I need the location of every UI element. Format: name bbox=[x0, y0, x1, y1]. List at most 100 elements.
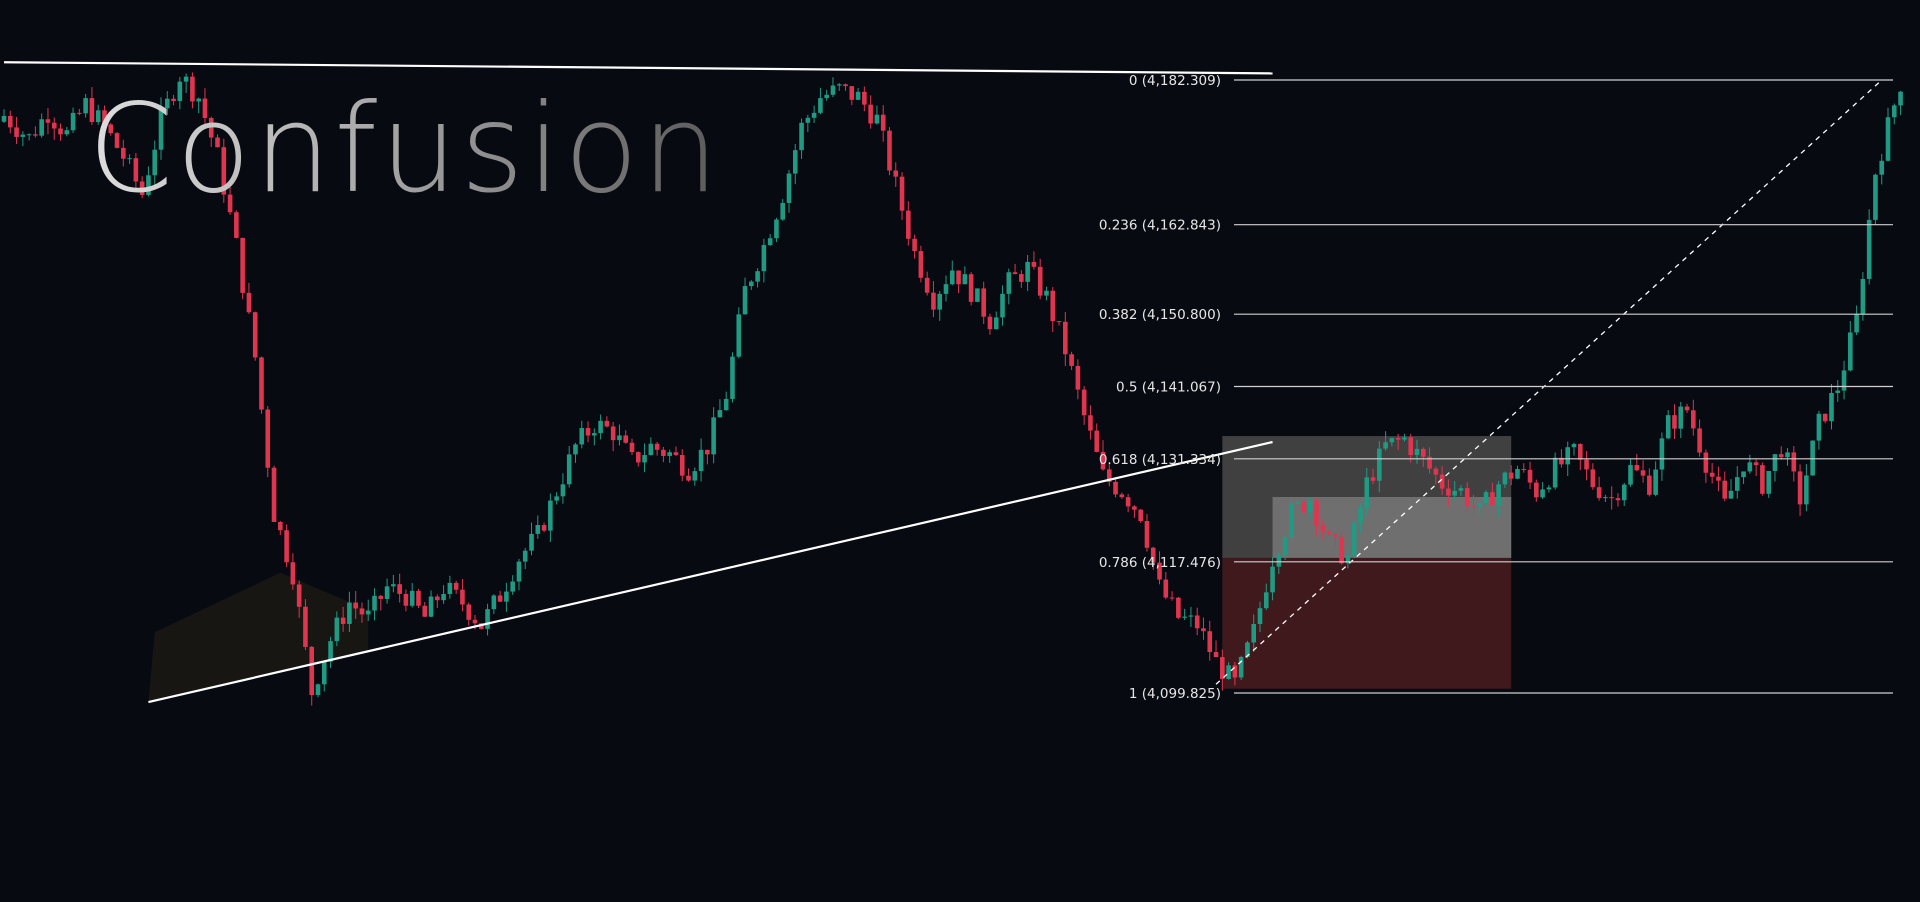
fibonacci-retracement: 0 (4,182.309) 0.236 (4,162.843) 0.382 (4,1… bbox=[1099, 73, 1893, 702]
candle-body bbox=[843, 84, 848, 87]
candle-body bbox=[1188, 615, 1194, 617]
candle-body bbox=[1810, 440, 1815, 476]
candle-body bbox=[554, 496, 559, 501]
candle-body bbox=[880, 114, 886, 131]
candle-body bbox=[1791, 452, 1797, 472]
candle-body bbox=[604, 420, 610, 427]
candle-body bbox=[1282, 537, 1288, 555]
candle-body bbox=[121, 147, 126, 159]
candle-body bbox=[51, 122, 57, 129]
candle-body bbox=[89, 98, 95, 123]
candle-body bbox=[271, 467, 277, 522]
candle-body bbox=[284, 530, 289, 563]
candle-body bbox=[849, 86, 855, 100]
candle-body bbox=[874, 114, 880, 124]
candle-body bbox=[1000, 293, 1005, 318]
candle-body bbox=[1684, 406, 1690, 411]
candle-body bbox=[937, 293, 943, 310]
candle-body bbox=[1276, 554, 1282, 567]
candle-body bbox=[504, 591, 509, 602]
candle-body bbox=[1891, 105, 1897, 118]
candle-body bbox=[347, 602, 352, 624]
candle-body bbox=[723, 398, 729, 411]
candle-body bbox=[1207, 631, 1213, 653]
candle-body bbox=[906, 210, 911, 239]
candle-body bbox=[1678, 406, 1684, 429]
candle-body bbox=[805, 117, 811, 123]
candle-body bbox=[1822, 413, 1828, 422]
candle-body bbox=[968, 274, 974, 302]
candle-body bbox=[1609, 497, 1614, 499]
candle-body bbox=[1527, 469, 1533, 483]
candle-body bbox=[196, 98, 201, 102]
candle-body bbox=[862, 91, 867, 105]
candle-body bbox=[20, 134, 26, 137]
candle-body bbox=[1320, 525, 1326, 532]
candle-body bbox=[742, 286, 748, 315]
candle-body bbox=[466, 604, 472, 620]
candle-body bbox=[1169, 597, 1175, 599]
trendline-resistance bbox=[3, 61, 1273, 75]
candle-body bbox=[158, 108, 164, 150]
candle-body bbox=[1377, 448, 1382, 481]
candle-body bbox=[1640, 470, 1646, 476]
candle-body bbox=[1584, 459, 1589, 470]
candle-body bbox=[1540, 489, 1545, 498]
candle-body bbox=[114, 133, 120, 148]
candle-body bbox=[1697, 428, 1702, 453]
candle-body bbox=[1703, 452, 1709, 473]
candle-body bbox=[1345, 556, 1351, 564]
candle-body bbox=[497, 595, 503, 602]
candle-body bbox=[1075, 365, 1081, 390]
candle-body bbox=[736, 314, 742, 357]
candle-body bbox=[1816, 413, 1822, 441]
candle-body bbox=[1741, 471, 1746, 478]
candle-body bbox=[717, 410, 723, 418]
candle-body bbox=[1483, 492, 1489, 504]
candle-body bbox=[1012, 272, 1018, 275]
candle-body bbox=[1201, 628, 1206, 632]
fib-label-0-5: 0.5 (4,141.067) bbox=[1116, 380, 1221, 396]
candle-body bbox=[1866, 219, 1872, 279]
candle-body bbox=[1220, 657, 1225, 680]
candle-body bbox=[246, 292, 252, 313]
candle-body bbox=[1577, 443, 1583, 460]
candle-body bbox=[705, 449, 710, 455]
candle-body bbox=[453, 582, 459, 590]
candle-body bbox=[767, 238, 773, 246]
candle-body bbox=[1477, 503, 1483, 507]
candle-body bbox=[579, 428, 585, 445]
candle-body bbox=[761, 245, 767, 272]
fib-label-0-786: 0.786 (4,117.476) bbox=[1099, 555, 1221, 571]
candle-body bbox=[1019, 274, 1024, 282]
candle-body bbox=[755, 271, 760, 282]
trendlines bbox=[3, 61, 1883, 704]
candle-body bbox=[1314, 500, 1319, 526]
candle-body bbox=[215, 137, 220, 148]
candle-body bbox=[409, 590, 415, 606]
candle-body bbox=[573, 444, 578, 455]
fib-label-1: 1 (4,099.825) bbox=[1129, 686, 1221, 702]
candle-body bbox=[1452, 490, 1457, 496]
candle-body bbox=[975, 288, 980, 302]
candle-body bbox=[1144, 521, 1150, 548]
candle-body bbox=[1050, 290, 1056, 322]
candle-body bbox=[868, 104, 873, 124]
candle-body bbox=[560, 484, 566, 497]
candle-body bbox=[278, 521, 283, 531]
candle-body bbox=[127, 158, 132, 160]
candle-body bbox=[1898, 91, 1903, 106]
candle-body bbox=[1753, 462, 1759, 466]
candle-body bbox=[139, 181, 145, 195]
candle-body bbox=[359, 608, 365, 615]
candle-body bbox=[416, 590, 421, 606]
candle-body bbox=[830, 85, 836, 95]
candle-body bbox=[1508, 472, 1514, 479]
fib-label-0-236: 0.236 (4,162.843) bbox=[1099, 218, 1221, 234]
candle-body bbox=[522, 550, 528, 562]
candle-body bbox=[679, 455, 685, 476]
candle-body bbox=[949, 270, 955, 285]
candle-body bbox=[384, 586, 390, 599]
candle-body bbox=[1364, 477, 1370, 509]
candle-body bbox=[566, 454, 572, 485]
